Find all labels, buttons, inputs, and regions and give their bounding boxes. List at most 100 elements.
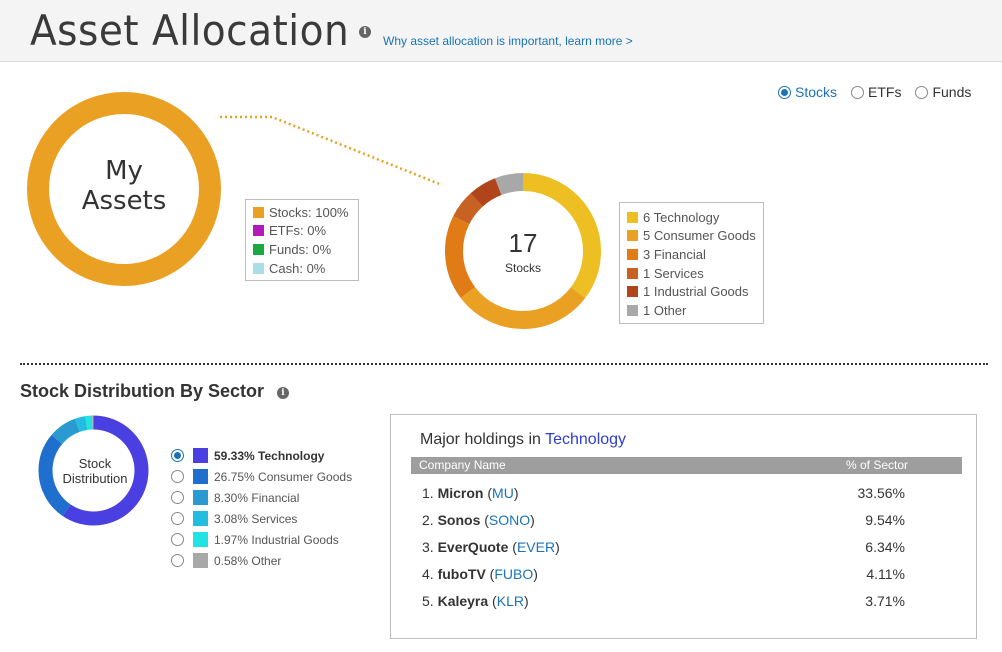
legend-item: 1 Other [627,301,756,320]
holding-rank: 5. [422,593,434,609]
sector-option-financial[interactable]: 8.30% Financial [171,487,352,508]
swatch [253,206,264,218]
sector-option-technology[interactable]: 59.33% Technology [171,445,352,466]
holding-row[interactable]: 4. fuboTV (FUBO) 4.11% [422,566,905,582]
sector-donut-segment[interactable] [38,415,149,526]
stocks-donut[interactable] [444,172,602,330]
holding-ticker-link[interactable]: EVER [516,539,556,555]
holding-pct: 3.71% [865,593,905,609]
radio-icon[interactable] [171,449,184,462]
legend-item: ETFs: 0% [253,222,351,241]
info-icon[interactable]: i [277,387,289,399]
holdings-title: Major holdings in Technology [420,431,626,449]
holding-rank: 1. [422,485,434,501]
holding-pct: 6.34% [865,539,905,555]
legend-label: 1 Other [643,302,687,318]
holding-ticker-link[interactable]: MU [492,485,514,501]
info-icon[interactable]: i [359,26,371,38]
page-title: Asset Allocation [30,6,350,55]
legend-label: 3 Financial [643,246,706,262]
stocks-donut-segment[interactable] [445,173,601,329]
page-header: Asset Allocation i Why asset allocation … [0,0,1002,62]
holding-ticker-link[interactable]: SONO [488,512,531,528]
legend-label: 1 Industrial Goods [643,284,749,300]
sector-option-services[interactable]: 3.08% Services [171,508,352,529]
swatch [193,553,208,568]
section-title: Stock Distribution By Sector [20,381,265,401]
sector-list: 59.33% Technology 26.75% Consumer Goods … [171,445,352,571]
view-toggle: Stocks ETFs Funds [778,84,971,100]
legend-item: 3 Financial [627,245,756,264]
sector-option-consumer-goods[interactable]: 26.75% Consumer Goods [171,466,352,487]
swatch [193,490,208,505]
sector-donut[interactable] [37,414,150,527]
legend-label: 6 Technology [643,209,720,225]
legend-item: 1 Industrial Goods [627,282,756,301]
legend-item: Cash: 0% [253,259,351,278]
connector-line [220,115,443,187]
swatch [627,230,638,242]
holding-row[interactable]: 2. Sonos (SONO) 9.54% [422,512,905,528]
swatch [253,262,264,274]
assets-legend: Stocks: 100% ETFs: 0% Funds: 0% Cash: 0% [245,199,359,282]
stocks-legend: 6 Technology 5 Consumer Goods 3 Financia… [619,202,764,324]
swatch [193,448,208,463]
holding-ticker-link[interactable]: FUBO [494,566,534,582]
holding-row[interactable]: 3. EverQuote (EVER) 6.34% [422,539,905,555]
sector-label: 26.75% Consumer Goods [214,469,353,484]
swatch [193,511,208,526]
holding-company: Sonos [437,512,481,528]
my-assets-label-line2: Assets [81,186,167,216]
learn-more-link[interactable]: Why asset allocation is important, learn… [383,34,633,48]
swatch [193,469,208,484]
sector-label: 0.58% Other [214,553,282,568]
radio-icon[interactable] [171,491,184,504]
sector-donut-segment[interactable] [38,415,149,526]
stocks-donut-segment[interactable] [445,173,601,329]
holding-company: Kaleyra [437,593,489,609]
sector-option-other[interactable]: 0.58% Other [171,550,352,571]
radio-icon[interactable] [171,512,184,525]
radio-icon[interactable] [851,85,865,99]
view-option-stocks[interactable]: Stocks [778,84,837,100]
holding-company: EverQuote [437,539,509,555]
stocks-count: 17 [508,228,538,258]
holding-row[interactable]: 1. Micron (MU) 33.56% [422,485,905,501]
my-assets-donut[interactable] [26,91,222,287]
view-option-funds[interactable]: Funds [915,84,971,100]
view-option-etfs[interactable]: ETFs [851,84,901,100]
view-option-label: Funds [932,84,972,100]
section-divider [20,363,988,365]
holding-rank: 2. [422,512,434,528]
column-header-company: Company Name [419,458,506,472]
radio-icon[interactable] [778,85,791,99]
legend-label: ETFs: 0% [269,223,327,239]
swatch [627,304,638,316]
holding-ticker-link[interactable]: KLR [496,593,524,609]
swatch [627,248,638,260]
swatch [627,211,638,223]
stocks-donut-segment[interactable] [445,173,601,329]
holding-rank: 3. [422,539,434,555]
swatch [627,267,638,279]
radio-icon[interactable] [171,470,184,483]
legend-item: 1 Services [627,264,756,283]
sector-donut-label-line1: Stock [78,456,112,471]
sector-label: 1.97% Industrial Goods [214,532,339,547]
legend-label: Funds: 0% [269,241,332,257]
radio-icon[interactable] [171,533,184,546]
holding-pct: 9.54% [865,512,905,528]
holding-row[interactable]: 5. Kaleyra (KLR) 3.71% [422,593,905,609]
radio-icon[interactable] [171,554,184,567]
my-assets-label-line1: My [105,156,143,186]
sector-donut-label: Stock Distribution [37,456,153,486]
holdings-panel: Major holdings in Technology Company Nam… [390,414,977,639]
stocks-count-label: Stocks [504,261,541,275]
legend-item: Stocks: 100% [253,203,351,222]
sector-option-industrial-goods[interactable]: 1.97% Industrial Goods [171,529,352,550]
sector-label: 8.30% Financial [214,490,300,505]
legend-item: 6 Technology [627,208,756,227]
swatch [253,243,264,255]
legend-item: Funds: 0% [253,240,351,259]
radio-icon[interactable] [915,85,929,99]
